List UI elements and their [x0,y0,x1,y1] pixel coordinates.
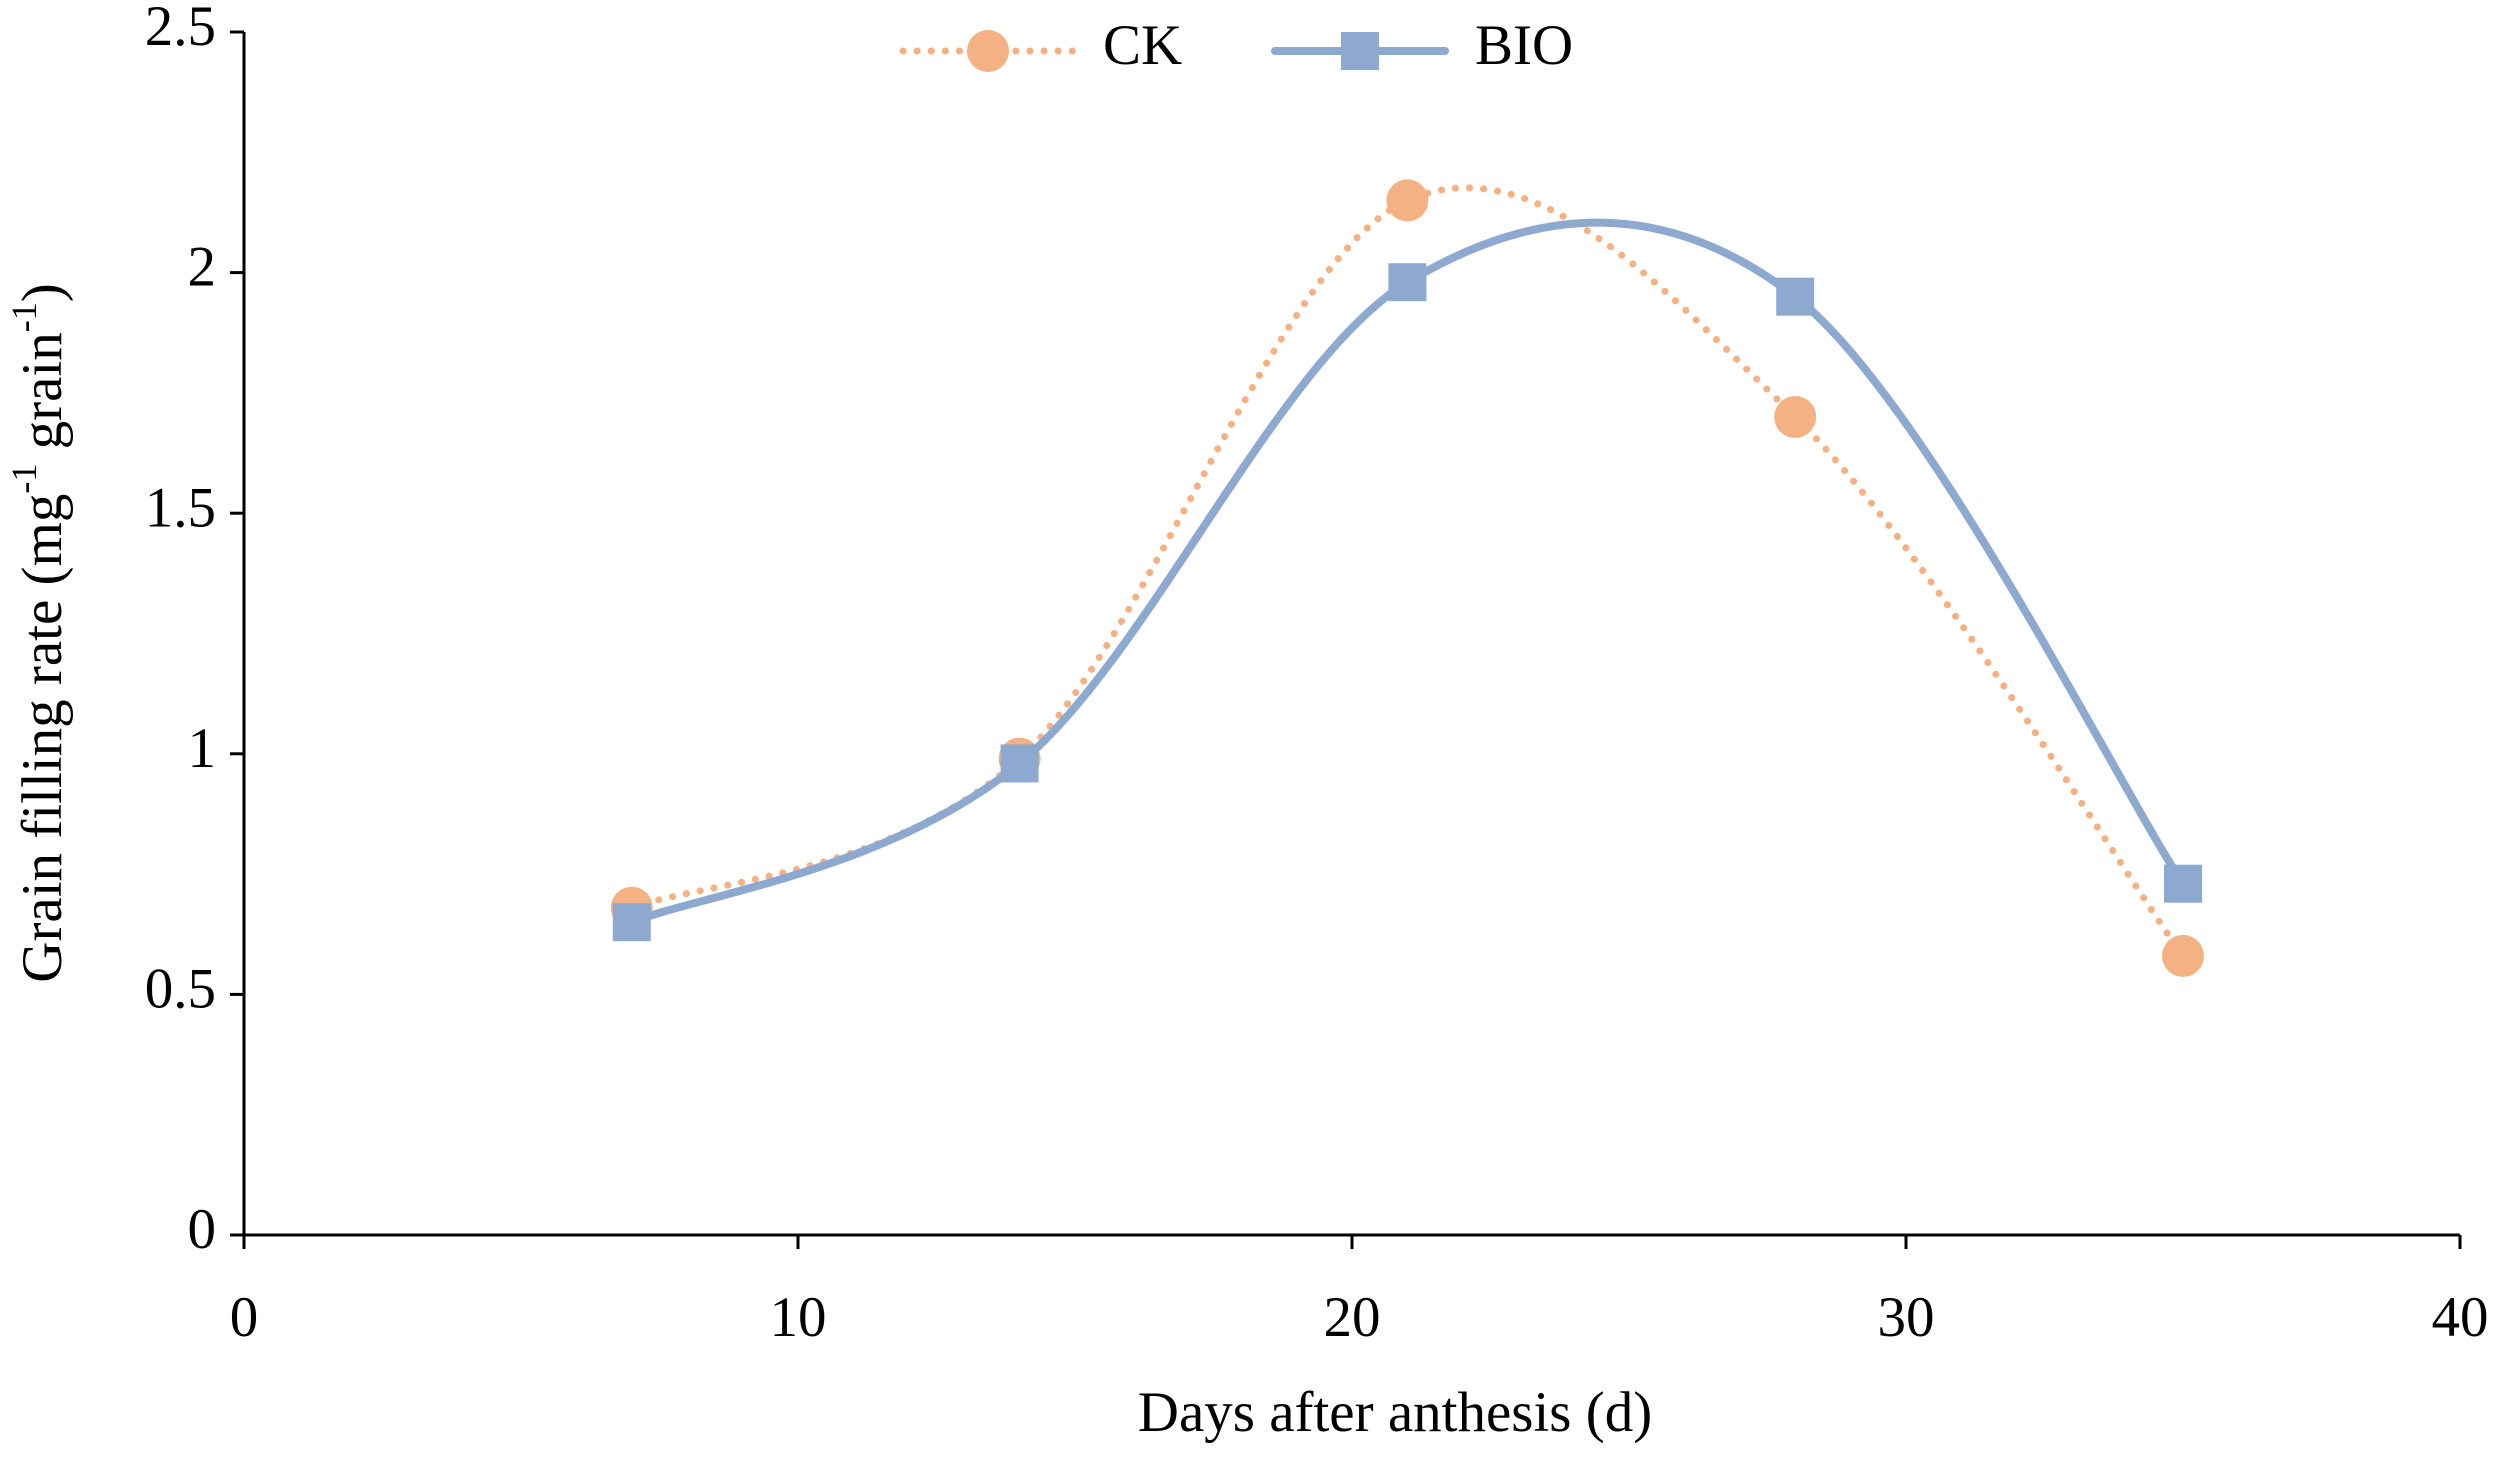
data-point [1774,395,1817,438]
legend-label: CK [1103,14,1182,77]
y-label-superscript: -1 [4,302,44,332]
y-tick-label: 1 [188,717,217,780]
y-tick-label: 1.5 [145,476,216,539]
legend-label: BIO [1475,14,1573,77]
x-tick-label: 0 [230,1286,259,1349]
y-tick-label: 0.5 [145,957,216,1020]
data-point [1776,277,1815,316]
y-tick-label: 2 [188,236,217,299]
y-tick-label: 0 [188,1198,217,1261]
data-point [1000,744,1039,783]
y-label-part: Grain filling rate (mg [11,494,74,983]
y-label-part: grain [11,332,74,463]
y-tick-label: 2.5 [145,0,216,58]
x-tick-label: 10 [770,1286,827,1349]
y-label-superscript: -1 [4,464,44,494]
data-point [2162,934,2204,977]
data-point [1388,263,1427,302]
legend-marker [1341,32,1379,70]
data-point [1386,179,1429,222]
data-point [2164,864,2202,903]
legend-marker [967,30,1009,72]
x-axis-label: Days after anthesis (d) [1138,1381,1652,1444]
series-line [628,184,2187,960]
x-tick-label: 20 [1324,1286,1381,1349]
x-tick-label: 30 [1878,1286,1935,1349]
x-tick-label: 40 [2432,1286,2489,1349]
y-label-part: ) [11,283,74,302]
series-line [627,218,2187,927]
y-axis-label: Grain filling rate (mg-1 grain-1) [4,283,74,982]
data-point [612,903,651,942]
